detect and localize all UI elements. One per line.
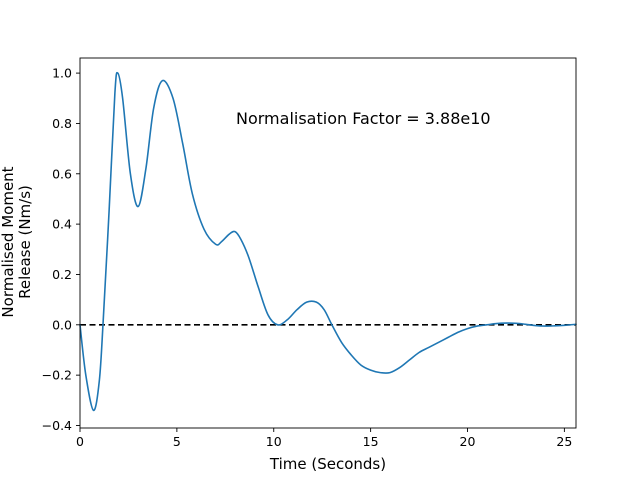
y-tick-label: 0.4: [52, 217, 72, 232]
x-axis-title: Time (Seconds): [269, 455, 386, 473]
y-tick-label: 0.2: [52, 267, 72, 282]
y-tick-label: 1.0: [52, 66, 72, 81]
x-tick-label: 10: [266, 434, 282, 449]
y-axis-title-line-2: Release (Nm/s): [16, 185, 34, 299]
x-tick-label: 15: [363, 434, 379, 449]
x-tick-label: 20: [460, 434, 476, 449]
y-axis-title: Normalised Moment Release (Nm/s): [0, 166, 34, 317]
x-tick-label: 0: [76, 434, 84, 449]
plot-frame: [79, 57, 577, 429]
y-tick-label: −0.4: [42, 418, 72, 433]
series-line-0: [79, 71, 577, 412]
y-axis-title-line-1: Normalised Moment: [0, 166, 17, 317]
y-tick-label: 0.6: [52, 166, 72, 181]
annotation-text: Normalisation Factor = 3.88e10: [236, 109, 491, 128]
plot-area: 0 5 10 15 20 25 −0.4 −0.2 0.0 0.2 0.4 0.6 0.8 1.0: [42, 57, 577, 449]
y-tick-label: 0.8: [52, 116, 72, 131]
x-tick-label: 5: [173, 434, 181, 449]
y-tick-label: 0.0: [52, 317, 72, 332]
y-tick-label: −0.2: [42, 368, 72, 383]
x-tick-label: 25: [556, 434, 572, 449]
